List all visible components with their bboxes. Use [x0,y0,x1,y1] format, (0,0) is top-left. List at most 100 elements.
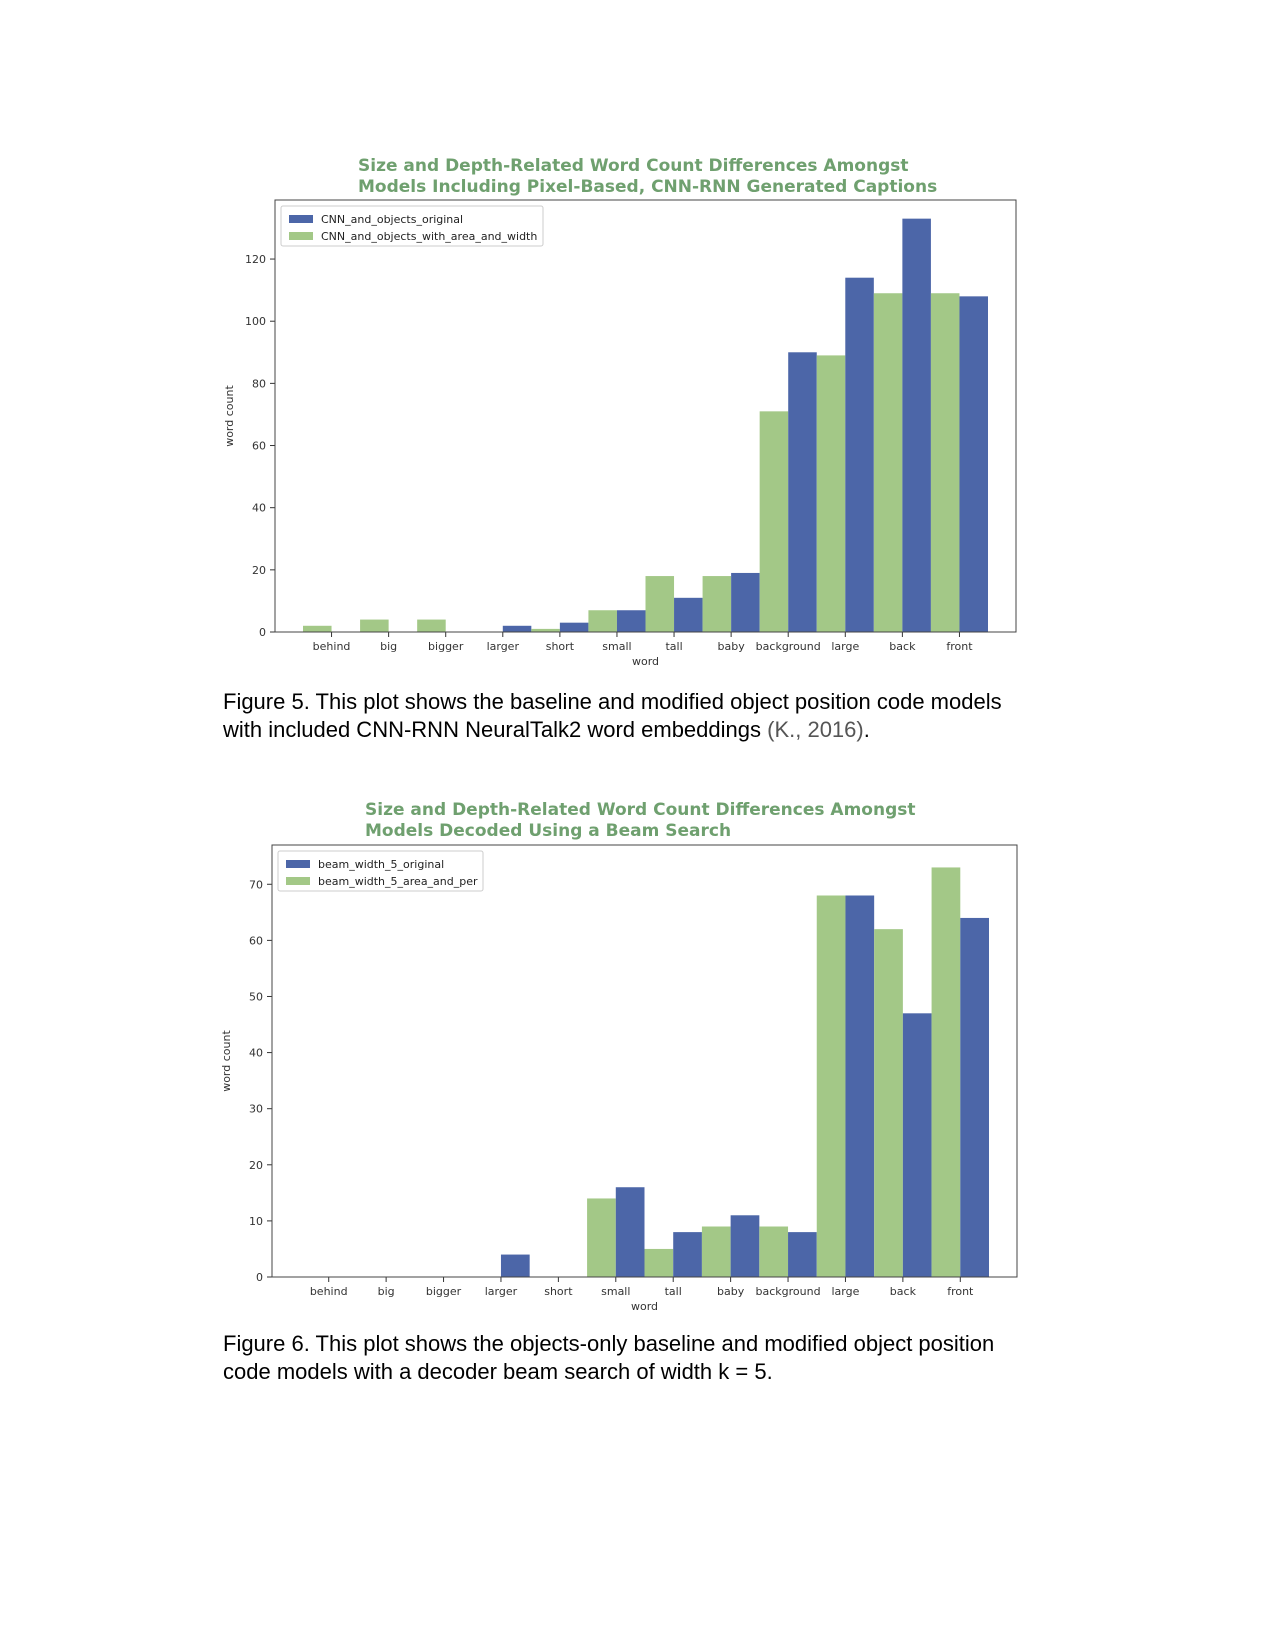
x-tick-label: back [890,1285,917,1298]
bar-beam-width-5-area-and-per [759,1226,789,1277]
bar-cnn-and-objects-original [731,572,760,632]
bar-beam-width-5-area-and-per [931,867,961,1277]
bar-cnn-and-objects-with-area-and-width [816,355,846,632]
x-tick-label: background [756,1285,821,1298]
chart-title-line: Size and Depth-Related Word Count Differ… [365,800,916,820]
bar-cnn-and-objects-with-area-and-width [588,610,617,632]
x-axis-label: word [632,655,659,668]
x-tick-label: back [889,640,916,653]
chart-title-line: Models Decoded Using a Beam Search [365,821,732,841]
y-axis-label: word count [220,1030,233,1092]
y-tick-label: 40 [252,502,266,515]
bar-chart: 0 20 40 60 80 100 120 behind big bigger larger shor… [223,199,1017,668]
bar-cnn-and-objects-original [788,352,817,632]
plot-frame [271,844,1018,1278]
x-tick-label: large [831,640,859,653]
x-tick-label: larger [487,640,520,653]
x-tick-label: front [947,1285,974,1298]
bar-cnn-and-objects-with-area-and-width [930,293,960,632]
y-tick-label: 20 [252,564,266,577]
figure-caption: Figure 6. This plot shows the objects-on… [223,1330,1043,1386]
x-tick-label: big [378,1285,395,1298]
x-axis-label: word [631,1300,658,1313]
x-tick-label: bigger [426,1285,462,1298]
x-tick-label: tall [665,640,682,653]
bar-cnn-and-objects-with-area-and-width [702,576,732,632]
x-tick-label: small [602,640,631,653]
x-tick-label: short [544,1285,573,1298]
x-tick-label: behind [313,640,351,653]
bar-cnn-and-objects-original [674,597,703,632]
y-tick-label: 0 [256,1271,263,1284]
legend-swatch [286,860,310,868]
bar-beam-width-5-area-and-per [874,929,903,1277]
x-tick-label: front [946,640,973,653]
legend-swatch [289,232,313,240]
figure-caption: Figure 5. This plot shows the baseline a… [223,688,1043,744]
bar-cnn-and-objects-original [502,625,532,632]
legend-label: beam_width_5_area_and_per [318,875,478,888]
bar-beam-width-5-area-and-per [587,1198,616,1277]
bar-beam-width-5-area-and-per [816,895,846,1277]
bar-cnn-and-objects-original [845,277,874,632]
chart-title-line: Size and Depth-Related Word Count Differ… [358,156,909,176]
y-tick-label: 30 [249,1103,263,1116]
chart-title-line: Models Including Pixel-Based, CNN-RNN Ge… [358,177,938,197]
bar-cnn-and-objects-original [616,610,646,632]
y-tick-label: 50 [249,990,263,1003]
bar-beam-width-5-original [730,1215,760,1277]
bar-beam-width-5-original [615,1187,645,1277]
x-tick-label: big [380,640,397,653]
y-tick-label: 120 [245,253,266,266]
bar-cnn-and-objects-original [902,218,931,633]
y-tick-label: 40 [249,1047,263,1060]
legend-swatch [289,215,313,223]
bar-cnn-and-objects-with-area-and-width [759,411,789,632]
x-tick-label: larger [485,1285,518,1298]
legend-label: CNN_and_objects_original [321,213,463,226]
y-tick-label: 80 [252,377,266,390]
bar-beam-width-5-area-and-per [701,1226,731,1277]
bar-cnn-and-objects-original [559,622,589,632]
x-tick-label: short [546,640,575,653]
x-tick-label: large [832,1285,860,1298]
bar-beam-width-5-original [845,895,875,1277]
x-tick-label: background [756,640,821,653]
legend-box [277,850,484,892]
y-tick-label: 10 [249,1215,263,1228]
bar-cnn-and-objects-with-area-and-width [645,576,675,632]
bar-beam-width-5-original [673,1232,702,1277]
legend-swatch [286,877,310,885]
y-tick-label: 100 [245,315,266,328]
bar-beam-width-5-original [500,1254,530,1277]
legend-label: beam_width_5_original [318,858,444,871]
chart-title: Size and Depth-Related Word Count Differ… [365,800,916,842]
plot-frame [274,199,1017,633]
chart-title: Size and Depth-Related Word Count Differ… [358,156,937,198]
x-tick-label: behind [310,1285,348,1298]
y-tick-label: 0 [259,626,266,639]
x-tick-label: baby [718,640,746,653]
y-tick-label: 20 [249,1159,263,1172]
bar-beam-width-5-area-and-per [644,1248,674,1277]
bar-cnn-and-objects-with-area-and-width [531,628,560,632]
bar-cnn-and-objects-with-area-and-width [360,619,389,632]
bar-cnn-and-objects-with-area-and-width [873,293,903,632]
bar-cnn-and-objects-original [959,296,988,632]
caption-text: Figure 5. This plot shows the baseline a… [223,689,1002,742]
y-tick-label: 60 [249,934,263,947]
bar-beam-width-5-original [960,917,989,1277]
bar-cnn-and-objects-with-area-and-width [303,625,332,632]
y-tick-label: 70 [249,878,263,891]
x-tick-label: small [601,1285,630,1298]
y-axis-label: word count [223,385,236,447]
legend-label: CNN_and_objects_with_area_and_width [321,230,537,243]
caption-end: . [863,717,870,742]
bar-beam-width-5-original [788,1232,817,1277]
caption-text: Figure 6. This plot shows the objects-on… [223,1331,995,1384]
caption-citation: (K., 2016) [767,717,864,742]
x-tick-label: baby [717,1285,745,1298]
legend-box [280,205,544,247]
y-tick-label: 60 [252,440,266,453]
bar-cnn-and-objects-with-area-and-width [417,619,446,632]
